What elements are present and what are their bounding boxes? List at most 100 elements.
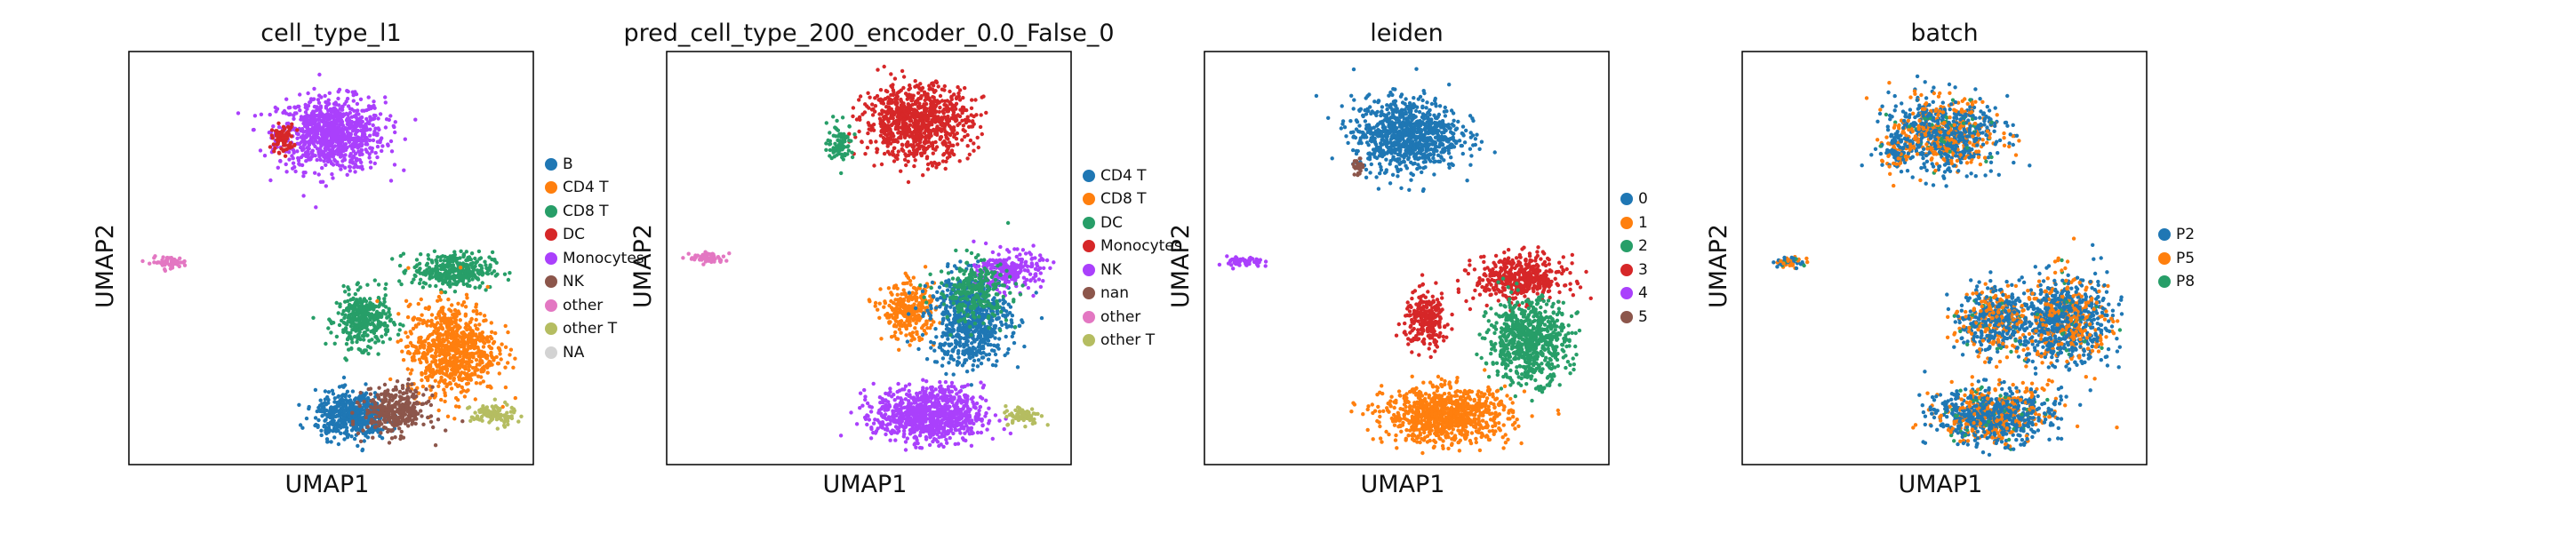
scatter-point (473, 369, 477, 373)
scatter-point (388, 377, 393, 382)
scatter-point (405, 382, 411, 386)
scatter-point (489, 321, 493, 325)
scatter-point (947, 140, 952, 145)
scatter-point (492, 358, 496, 362)
scatter-point (286, 150, 292, 155)
scatter-point (466, 283, 470, 288)
scatter-point (437, 310, 442, 314)
scatter-point (408, 371, 413, 376)
scatter-point (841, 157, 845, 162)
scatter-point (456, 347, 460, 352)
scatter-point (902, 281, 908, 286)
scatter-point (310, 148, 315, 153)
scatter-point (374, 410, 379, 414)
scatter-point (310, 154, 316, 158)
scatter-point (508, 271, 512, 275)
scatter-point (476, 417, 480, 421)
scatter-point (433, 378, 437, 383)
scatter-point (380, 400, 385, 405)
umap-scatter (128, 51, 534, 465)
scatter-point (438, 298, 443, 302)
scatter-point (944, 103, 948, 107)
scatter-point (303, 110, 308, 115)
scatter-point (466, 352, 470, 356)
scatter-point (460, 362, 464, 366)
scatter-point (430, 385, 435, 389)
scatter-point (465, 347, 469, 352)
scatter-point (406, 377, 411, 382)
scatter-point (372, 129, 377, 134)
scatter-point (929, 161, 933, 165)
scatter-point (490, 271, 494, 275)
scatter-point (327, 317, 332, 322)
scatter-point (964, 370, 970, 374)
scatter-point (369, 415, 374, 419)
scatter-point (450, 303, 454, 307)
scatter-point (473, 323, 478, 328)
scatter-point (430, 393, 435, 398)
scatter-point (413, 349, 419, 354)
scatter-point (315, 128, 320, 133)
scatter-point (446, 333, 451, 338)
scatter-point (435, 274, 439, 280)
scatter-point (325, 440, 330, 444)
scatter-point (873, 300, 878, 306)
scatter-point (960, 138, 964, 142)
scatter-point (467, 368, 471, 372)
scatter-point (978, 124, 983, 130)
scatter-point (441, 306, 445, 310)
scatter-point (868, 299, 872, 304)
scatter-point (824, 121, 828, 125)
scatter-point (495, 426, 500, 431)
scatter-point (916, 91, 921, 95)
scatter-point (325, 141, 330, 147)
scatter-point (460, 303, 465, 307)
axes-frame (128, 51, 534, 465)
scatter-point (440, 316, 444, 321)
scatter-point (408, 389, 412, 394)
scatter-point (152, 256, 156, 260)
scatter-point (889, 290, 893, 295)
scatter-point (330, 161, 334, 166)
scatter-point (721, 254, 726, 259)
scatter-point (485, 410, 490, 415)
scatter-point (353, 151, 358, 156)
scatter-point (897, 347, 901, 352)
scatter-point (908, 316, 913, 321)
scatter-point (411, 412, 416, 417)
scatter-point (417, 350, 421, 355)
scatter-point (448, 284, 452, 289)
scatter-point (329, 142, 334, 147)
scatter-point (919, 119, 924, 123)
scatter-point (916, 314, 920, 319)
scatter-point (693, 253, 698, 258)
scatter-point (298, 92, 302, 97)
scatter-point (911, 93, 916, 98)
scatter-point (347, 292, 351, 297)
scatter-point (452, 290, 458, 294)
scatter-point (378, 139, 382, 145)
scatter-point (319, 130, 324, 134)
scatter-point (383, 397, 388, 402)
legend-marker (545, 157, 557, 171)
scatter-point (426, 367, 430, 371)
scatter-point (321, 409, 325, 414)
scatter-point (896, 149, 900, 154)
scatter-point (882, 305, 886, 309)
scatter-point (406, 424, 411, 428)
scatter-point (373, 150, 378, 155)
scatter-point (413, 388, 418, 393)
scatter-point (387, 306, 391, 311)
scatter-point (440, 310, 444, 314)
scatter-point (377, 386, 381, 390)
scatter-point (513, 356, 517, 361)
scatter-point (444, 330, 448, 335)
legend-label: NA (563, 343, 585, 362)
scatter-point (388, 114, 393, 118)
scatter-point (331, 134, 336, 139)
scatter-point (901, 305, 906, 310)
scatter-point (908, 307, 914, 312)
scatter-point (402, 168, 406, 172)
scatter-point (340, 119, 345, 124)
scatter-point (951, 113, 956, 117)
